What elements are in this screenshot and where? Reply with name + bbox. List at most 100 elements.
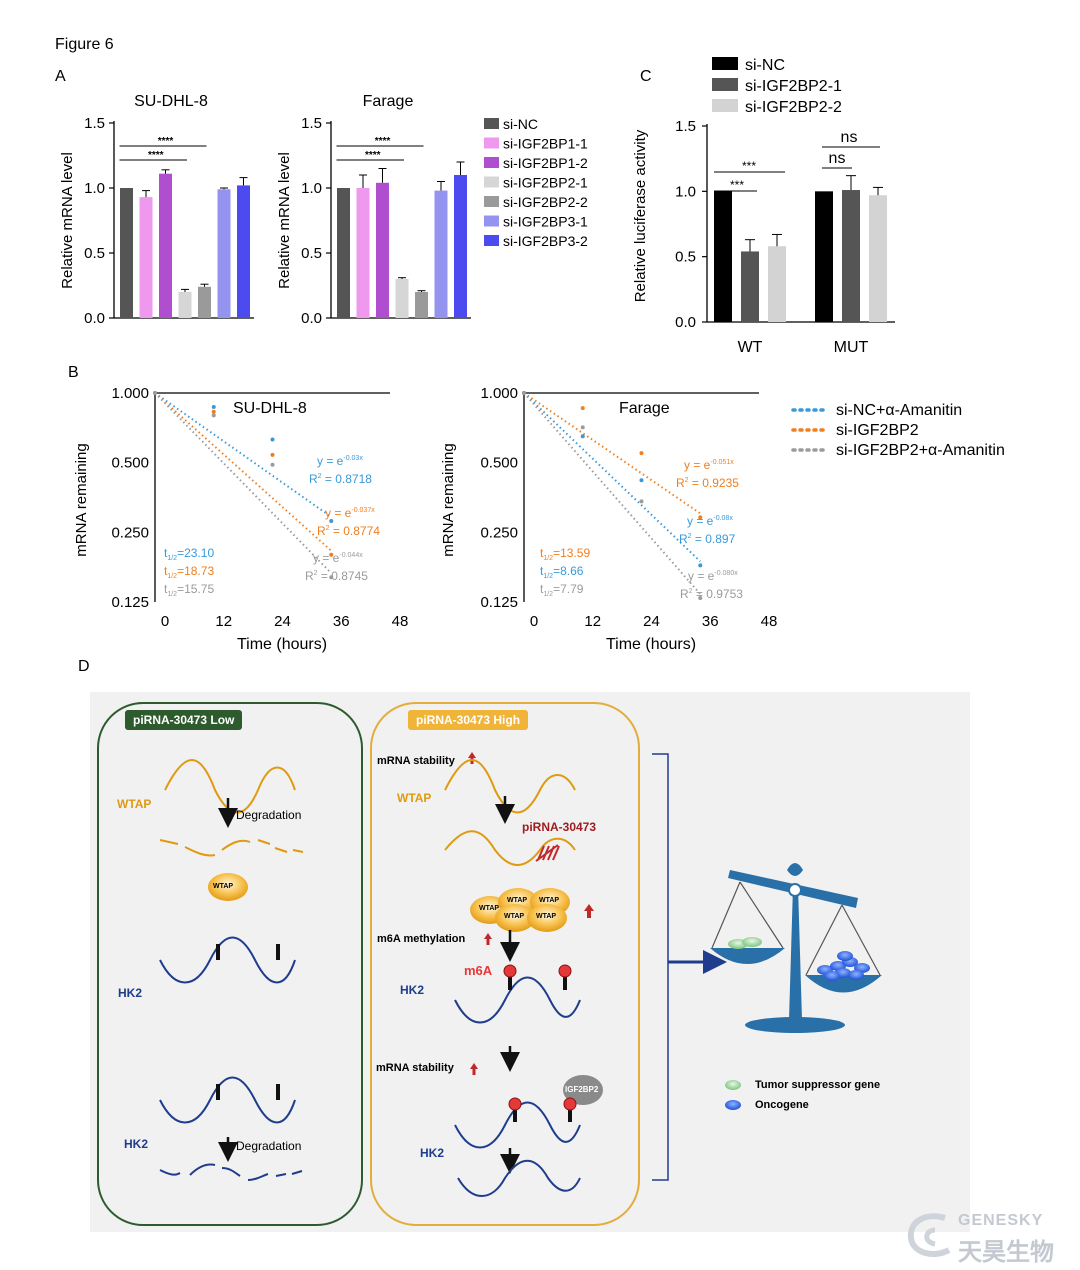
legend-swatch [484, 215, 499, 227]
panel-letter-a: A [55, 68, 66, 85]
data-point [522, 391, 526, 395]
low-wtap-protein [208, 873, 248, 901]
x-tick-label: 48 [761, 613, 778, 630]
bar [237, 185, 250, 318]
y-tick-label: 1.5 [84, 115, 105, 132]
bar [178, 292, 192, 318]
sig-label: *** [742, 159, 756, 173]
y-tick-label: 1.5 [675, 118, 696, 135]
half-life-label: t1/2=8.66 [540, 564, 584, 580]
bar [869, 195, 887, 322]
legend-label: si-NC+α-Amanitin [836, 402, 962, 419]
high-wtap-mrna [444, 759, 576, 814]
data-point [580, 406, 585, 411]
low-hk2-label-2: HK2 [124, 1137, 149, 1151]
trendline [523, 392, 701, 515]
data-point [211, 404, 216, 409]
bar [356, 188, 370, 318]
high-wtap-label: WTAP [397, 791, 432, 805]
legend-label: si-IGF2BP1-1 [503, 136, 588, 152]
wtap-cluster-label-1: WTAP [479, 905, 500, 912]
high-mrna-stability-label-2: mRNA stability [376, 1062, 454, 1074]
data-point [270, 462, 275, 467]
chart-a-farage: Farage 0.0 0.5 1.0 1.5 Relative mRNA level ***… [276, 93, 471, 327]
figure-title: Figure 6 [55, 36, 114, 53]
legend-swatch [484, 157, 499, 168]
x-axis-label: Time (hours) [606, 636, 696, 653]
half-life-label: t1/2=7.79 [540, 582, 584, 598]
high-title: piRNA-30473 High [408, 710, 529, 730]
data-point [580, 434, 585, 439]
data-point [580, 425, 585, 430]
legend-c: si-NC si-IGF2BP2-1 si-IGF2BP2-2 [712, 57, 842, 116]
legend-swatch [712, 99, 738, 112]
half-life-label: t1/2=18.73 [164, 564, 214, 580]
high-mrna-stability-label-1: mRNA stability [377, 755, 455, 767]
y-axis-label: mRNA remaining [73, 443, 90, 556]
panel-letter-b: B [68, 364, 79, 381]
chart-title: SU-DHL-8 [233, 400, 307, 417]
low-hk2-degraded [159, 1163, 303, 1181]
low-hk2-mrna-1 [159, 936, 296, 984]
data-point [639, 499, 644, 504]
equation-label: y = e-0.080x [688, 569, 738, 583]
data-point [698, 596, 703, 601]
x-tick-label: 48 [392, 613, 409, 630]
legend-label: si-IGF2BP2+α-Amanitin [836, 442, 1005, 459]
y-tick-label: 1.5 [301, 115, 322, 132]
legend-label: si-IGF2BP2-1 [745, 78, 842, 95]
y-tick-label: 0.500 [111, 455, 149, 472]
high-hk2-label-2: HK2 [420, 1146, 445, 1160]
data-point [639, 478, 644, 483]
watermark-line2: 天昊生物 [958, 1239, 1054, 1266]
low-degradation-label-1: Degradation [236, 808, 302, 822]
legend-b: si-NC+α-Amanitin si-IGF2BP2 si-IGF2BP2+α-A… [791, 402, 1005, 459]
chart-title: SU-DHL-8 [134, 93, 208, 110]
y-tick-label: 0.0 [675, 314, 696, 331]
y-tick-label: 0.0 [84, 310, 105, 327]
legend-label: si-IGF2BP3-1 [503, 214, 588, 230]
x-tick-label: 12 [584, 613, 601, 630]
bracket [652, 753, 669, 1181]
bar [198, 286, 211, 318]
chart-b-sudhl8: 1.000 0.500 0.250 0.125 0 12 24 36 48 Time (hours… [73, 385, 408, 653]
r2-label: R2 = 0.897 [679, 532, 736, 546]
y-tick-label: 0.5 [84, 245, 105, 262]
x-axis-label: Time (hours) [237, 636, 327, 653]
bar [395, 279, 409, 318]
wtap-cluster-label-2: WTAP [507, 897, 528, 904]
low-wtap-degraded [159, 839, 304, 857]
r2-label: R2 = 0.9235 [676, 476, 739, 490]
data-point [329, 575, 334, 580]
equation-label: y = e-0.044x [313, 551, 363, 565]
sig-label: ns [829, 150, 846, 167]
trendline [523, 392, 702, 595]
legend-label: si-NC [745, 57, 785, 74]
half-life-label: t1/2=23.10 [164, 546, 214, 562]
sig-label: **** [365, 150, 381, 161]
r2-label: R2 = 0.8718 [309, 472, 372, 486]
high-wtap-mrna-2 [444, 830, 576, 866]
r2-label: R2 = 0.9753 [680, 587, 743, 601]
half-life-label: t1/2=15.75 [164, 582, 214, 598]
legend-label: si-IGF2BP1-2 [503, 155, 588, 171]
legend-swatch [484, 118, 499, 129]
y-tick-label: 0.125 [111, 594, 149, 611]
wtap-cluster-label-3: WTAP [539, 897, 560, 904]
x-tick-label: 24 [274, 613, 291, 630]
bar [741, 251, 759, 322]
legend-swatch [484, 196, 499, 207]
x-tick-label: 0 [530, 613, 538, 630]
bar [842, 190, 860, 322]
x-tick-label: 24 [643, 613, 660, 630]
tumor-suppressor-legend: Tumor suppressor gene [755, 1079, 881, 1091]
y-tick-label: 0.5 [675, 249, 696, 266]
high-box [370, 702, 640, 1226]
chart-title: Farage [363, 93, 414, 110]
chart-c-luciferase: 0.0 0.5 1.0 1.5 Relative luciferase activity… [632, 118, 895, 356]
bar [120, 188, 133, 318]
y-tick-label: 1.000 [480, 385, 518, 402]
bar [217, 189, 231, 318]
panel-letter-d: D [78, 658, 90, 675]
bar [415, 292, 428, 318]
